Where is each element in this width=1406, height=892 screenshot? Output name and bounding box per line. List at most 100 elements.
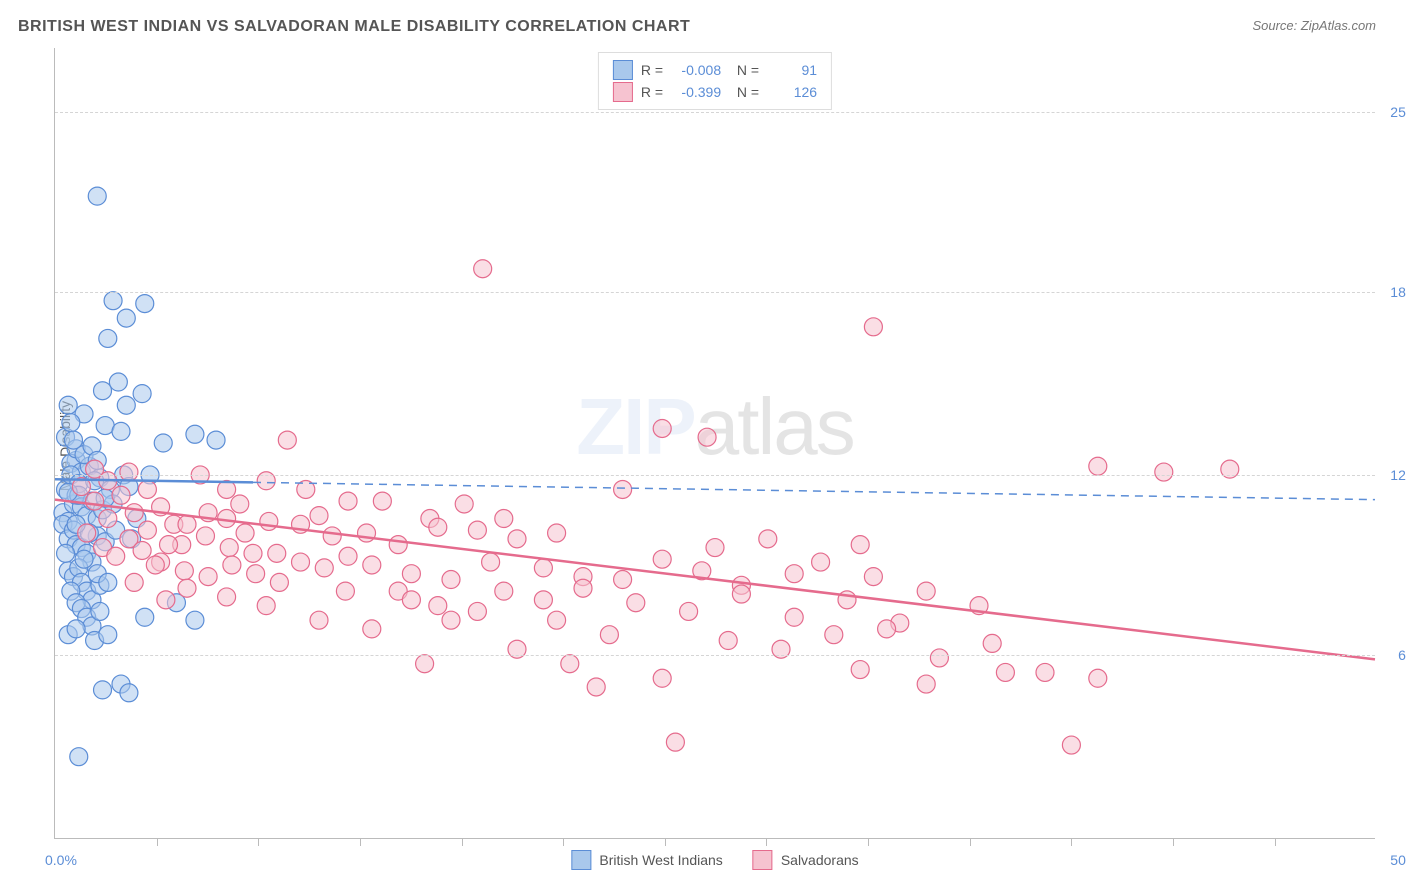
- scatter-point: [468, 602, 486, 620]
- legend-swatch-1: [753, 850, 773, 870]
- scatter-point: [495, 582, 513, 600]
- stats-swatch-1: [613, 82, 633, 102]
- scatter-point: [199, 568, 217, 586]
- scatter-point: [455, 495, 473, 513]
- scatter-point: [706, 539, 724, 557]
- scatter-point: [917, 582, 935, 600]
- scatter-point: [653, 669, 671, 687]
- scatter-point: [429, 597, 447, 615]
- scatter-point: [785, 565, 803, 583]
- scatter-point: [146, 556, 164, 574]
- r-label: R =: [641, 59, 663, 81]
- stats-legend: R = -0.008 N = 91 R = -0.399 N = 126: [598, 52, 832, 110]
- xtick-label-left: 0.0%: [45, 852, 77, 868]
- scatter-point: [278, 431, 296, 449]
- scatter-point: [75, 550, 93, 568]
- scatter-point: [112, 422, 130, 440]
- scatter-point: [78, 524, 96, 542]
- scatter-point: [57, 544, 75, 562]
- scatter-point: [996, 663, 1014, 681]
- scatter-point: [587, 678, 605, 696]
- gridline: [55, 292, 1375, 293]
- r-label: R =: [641, 81, 663, 103]
- scatter-point: [186, 425, 204, 443]
- ytick-label: 6.3%: [1380, 647, 1406, 663]
- scatter-point: [363, 620, 381, 638]
- plot-svg: [55, 48, 1375, 838]
- chart-container: BRITISH WEST INDIAN VS SALVADORAN MALE D…: [0, 0, 1406, 892]
- scatter-point: [442, 611, 460, 629]
- scatter-point: [917, 675, 935, 693]
- scatter-point: [133, 385, 151, 403]
- scatter-point: [468, 521, 486, 539]
- scatter-point: [292, 553, 310, 571]
- scatter-point: [614, 480, 632, 498]
- scatter-point: [719, 632, 737, 650]
- scatter-point: [62, 414, 80, 432]
- scatter-point: [109, 373, 127, 391]
- xtick: [360, 838, 361, 846]
- xtick: [665, 838, 666, 846]
- r-value-1: -0.399: [671, 81, 721, 103]
- scatter-point: [653, 550, 671, 568]
- scatter-point: [231, 495, 249, 513]
- scatter-point: [402, 591, 420, 609]
- series-legend: British West Indians Salvadorans: [571, 850, 858, 870]
- xtick: [1071, 838, 1072, 846]
- source-label: Source: ZipAtlas.com: [1252, 18, 1376, 33]
- scatter-point: [363, 556, 381, 574]
- scatter-point: [402, 565, 420, 583]
- n-label: N =: [729, 81, 759, 103]
- scatter-point: [207, 431, 225, 449]
- legend-label-1: Salvadorans: [781, 852, 859, 868]
- scatter-point: [138, 521, 156, 539]
- scatter-point: [561, 655, 579, 673]
- scatter-point: [138, 480, 156, 498]
- xtick-label-right: 50.0%: [1390, 852, 1406, 868]
- scatter-point: [260, 512, 278, 530]
- scatter-point: [1089, 669, 1107, 687]
- scatter-point: [91, 602, 109, 620]
- scatter-point: [878, 620, 896, 638]
- scatter-point: [178, 579, 196, 597]
- scatter-point: [495, 510, 513, 528]
- scatter-point: [99, 573, 117, 591]
- scatter-point: [220, 539, 238, 557]
- xtick: [970, 838, 971, 846]
- gridline: [55, 655, 1375, 656]
- scatter-point: [160, 536, 178, 554]
- trend-line: [253, 482, 1375, 499]
- scatter-point: [125, 573, 143, 591]
- xtick: [563, 838, 564, 846]
- scatter-point: [373, 492, 391, 510]
- scatter-point: [178, 515, 196, 533]
- scatter-point: [442, 571, 460, 589]
- scatter-point: [429, 518, 447, 536]
- scatter-point: [94, 382, 112, 400]
- ytick-label: 25.0%: [1380, 104, 1406, 120]
- scatter-point: [534, 591, 552, 609]
- scatter-point: [117, 396, 135, 414]
- scatter-point: [218, 588, 236, 606]
- scatter-point: [112, 486, 130, 504]
- scatter-point: [67, 620, 85, 638]
- scatter-point: [270, 573, 288, 591]
- scatter-point: [104, 292, 122, 310]
- scatter-point: [186, 611, 204, 629]
- scatter-point: [64, 431, 82, 449]
- scatter-point: [389, 536, 407, 554]
- legend-label-0: British West Indians: [599, 852, 722, 868]
- stats-swatch-0: [613, 60, 633, 80]
- legend-item-1: Salvadorans: [753, 850, 859, 870]
- scatter-point: [310, 507, 328, 525]
- scatter-point: [600, 626, 618, 644]
- scatter-point: [614, 571, 632, 589]
- scatter-point: [534, 559, 552, 577]
- n-label: N =: [729, 59, 759, 81]
- n-value-0: 91: [767, 59, 817, 81]
- scatter-point: [86, 492, 104, 510]
- xtick: [1173, 838, 1174, 846]
- scatter-point: [1036, 663, 1054, 681]
- scatter-point: [983, 634, 1001, 652]
- scatter-point: [157, 591, 175, 609]
